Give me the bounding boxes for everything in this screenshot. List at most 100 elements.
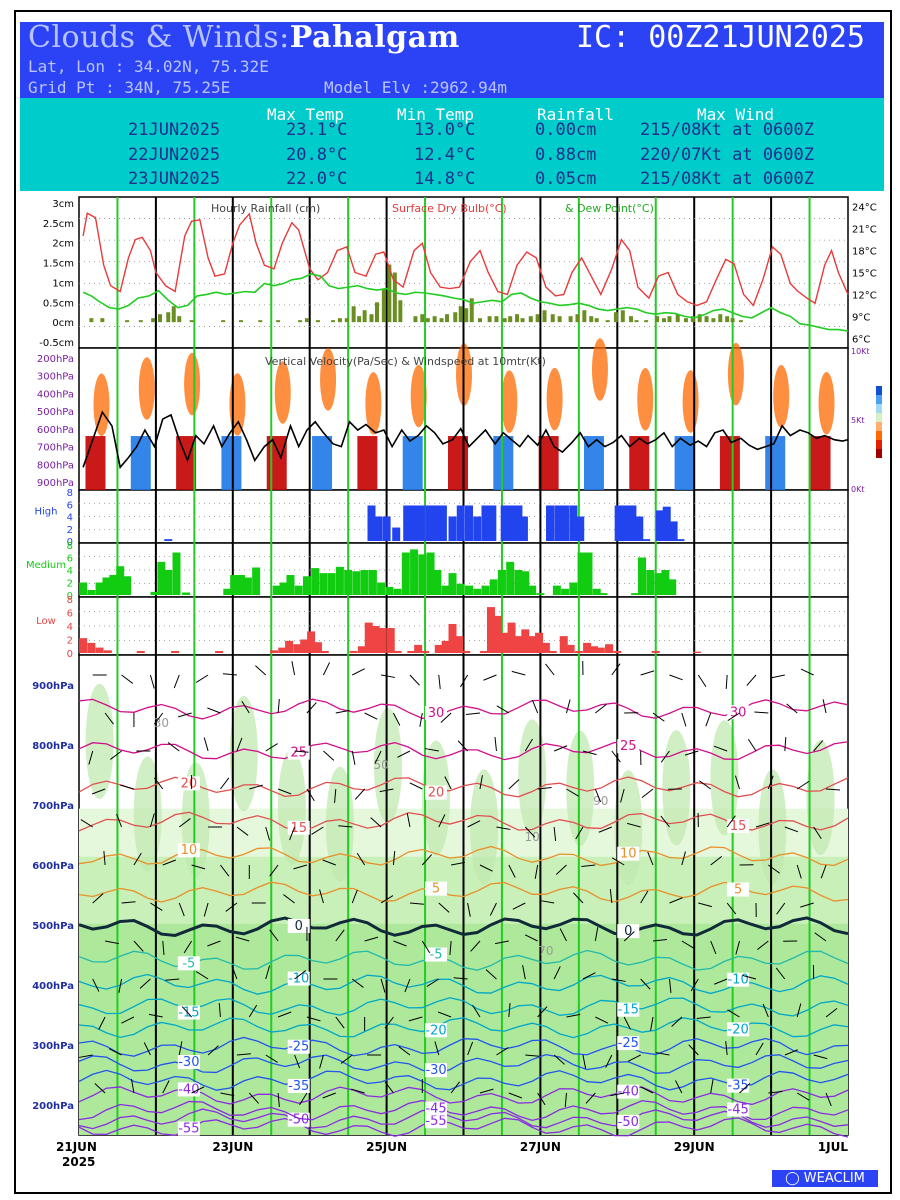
wind-barb: [754, 711, 769, 714]
right-tick-label: 15°C: [852, 269, 877, 280]
figure-frame: [14, 10, 892, 1194]
vertical-velocity-updraft: [773, 365, 790, 428]
wind-barb: [540, 900, 555, 904]
rain-bar: [171, 306, 176, 323]
wind-barb: [820, 864, 827, 879]
right-tick-label: 24°C: [852, 203, 877, 214]
wind-barb: [131, 1079, 135, 1094]
cloud-bar: [374, 516, 383, 541]
wind-barb: [118, 978, 123, 993]
wind-barb: [726, 902, 737, 915]
isotherm-label: -25: [618, 1036, 639, 1051]
isotherm-label-bg: [617, 1036, 640, 1051]
wind-barb: [537, 1006, 548, 1018]
left-tick-label: 2.5cm: [43, 219, 74, 230]
wind-barb: [573, 892, 584, 904]
colorbar-swatch: [876, 395, 882, 404]
cloud-bar: [302, 576, 311, 595]
initial-condition: IC: 00Z21JUN2025: [576, 20, 865, 55]
vertical-velocity-cell: [402, 436, 423, 490]
wind-barb: [299, 1092, 308, 1106]
wind-barb: [381, 674, 395, 678]
colorbar-swatch: [876, 386, 882, 395]
wind-barb: [713, 978, 728, 985]
cloud-tick-label: 6: [67, 609, 73, 620]
cloud-bar: [464, 585, 473, 595]
wind-barb: [776, 902, 786, 915]
wind-barb: [421, 854, 433, 866]
wind-barb: [248, 1092, 260, 1104]
wind-barb: [351, 1088, 365, 1094]
cloud-bar: [473, 516, 482, 541]
humidity-blob: [566, 730, 595, 847]
wind-barb: [94, 1083, 106, 1094]
wind-barb: [80, 819, 93, 828]
summary-row-wind: 220/07Kt at 0600Z: [640, 145, 814, 165]
wind-barb: [191, 1086, 205, 1094]
cloud-bar: [528, 636, 537, 653]
wind-barb: [479, 1088, 494, 1094]
wind-barb: [91, 788, 106, 795]
wind-barb: [681, 851, 686, 866]
wind-barb: [153, 777, 164, 790]
cloud-bar: [252, 567, 261, 595]
wind-barb: [620, 788, 625, 803]
vertical-velocity-updraft: [546, 367, 563, 431]
cloud-bar: [521, 571, 530, 595]
wind-barb: [449, 940, 452, 955]
cloud-bar: [655, 510, 664, 541]
wind-barb: [323, 750, 335, 761]
wind-barb: [472, 1004, 481, 1018]
cloud-bar: [493, 615, 502, 653]
wind-barb: [351, 889, 358, 904]
cloud-bar: [300, 639, 309, 653]
model-elevation: Model Elv :2962.94m: [324, 78, 508, 97]
wind-barb: [121, 901, 136, 904]
wind-barb: [640, 890, 649, 904]
isotherm-label: -50: [618, 1115, 639, 1130]
summary-col-rainfall: Rainfall: [537, 105, 615, 124]
rain-bar: [453, 312, 458, 323]
wind-barb: [669, 897, 683, 904]
wind-barb: [444, 776, 452, 790]
cloud-bar: [364, 622, 373, 653]
cloud-bar: [528, 585, 537, 595]
rain-bar: [675, 314, 680, 323]
isotherm-label: -15: [618, 1003, 639, 1018]
cloud-bar: [621, 505, 630, 541]
wind-barb: [352, 668, 365, 676]
wind-barb: [380, 895, 394, 904]
wind-barb: [537, 787, 552, 790]
rain-bar: [634, 320, 639, 323]
wind-barb: [173, 674, 180, 689]
isotherm-label-bg: [617, 846, 640, 861]
cloud-bar: [182, 592, 191, 595]
cloud-tick-label: 6: [67, 554, 73, 565]
rain-bar: [730, 318, 735, 323]
humidity-label: 50: [373, 758, 388, 772]
isotherm-label: -45: [425, 1102, 446, 1117]
wind-barb: [466, 712, 481, 715]
rain-bar: [239, 320, 244, 323]
wind-barb: [167, 742, 180, 752]
summary-row-date: 22JUN2025: [128, 145, 221, 165]
vertical-velocity-updraft: [727, 342, 744, 406]
wind-barb: [594, 927, 599, 942]
cloud-bar: [456, 505, 465, 541]
rain-bar: [528, 316, 533, 323]
cloud-bar: [548, 650, 557, 653]
left-tick-label: 3cm: [52, 199, 74, 210]
legend-dry-bulb: Surface Dry Bulb(°C): [392, 202, 507, 215]
left-tick-label: 2cm: [52, 239, 74, 250]
isotherm-label-bg: [727, 882, 750, 897]
rain-bar: [331, 320, 336, 323]
xs-pressure-label: 700hPa: [32, 801, 74, 812]
rain-bar: [125, 320, 130, 323]
wind-barb: [641, 788, 654, 799]
cloud-bar: [385, 586, 394, 595]
rain-bar: [550, 314, 555, 323]
cloud-bar: [464, 505, 473, 541]
wind-barb: [248, 1004, 258, 1018]
wind-barb: [291, 661, 296, 676]
vertical-velocity-cell: [266, 436, 287, 490]
